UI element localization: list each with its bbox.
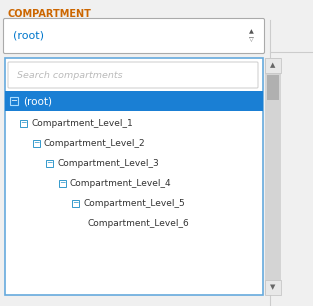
Bar bbox=[59, 180, 66, 186]
Text: −: − bbox=[11, 96, 18, 106]
Text: ▲: ▲ bbox=[270, 62, 276, 69]
Text: (root): (root) bbox=[23, 96, 52, 106]
Text: −: − bbox=[33, 139, 40, 147]
Bar bbox=[46, 159, 53, 166]
FancyBboxPatch shape bbox=[8, 62, 258, 88]
Text: Compartment_Level_4: Compartment_Level_4 bbox=[70, 178, 172, 188]
FancyBboxPatch shape bbox=[3, 18, 264, 54]
Text: ▼: ▼ bbox=[270, 285, 276, 290]
Text: ▲: ▲ bbox=[249, 29, 254, 35]
Text: Compartment_Level_3: Compartment_Level_3 bbox=[57, 159, 159, 167]
Text: Compartment_Level_1: Compartment_Level_1 bbox=[31, 118, 133, 128]
Text: Search compartments: Search compartments bbox=[17, 70, 123, 80]
Bar bbox=[10, 97, 18, 105]
Bar bbox=[20, 120, 27, 126]
Bar bbox=[265, 58, 281, 73]
Text: Compartment_Level_6: Compartment_Level_6 bbox=[87, 218, 189, 227]
Text: Compartment_Level_2: Compartment_Level_2 bbox=[44, 139, 146, 147]
Text: −: − bbox=[72, 199, 79, 207]
Text: COMPARTMENT: COMPARTMENT bbox=[8, 9, 92, 19]
Text: −: − bbox=[46, 159, 53, 167]
Bar bbox=[265, 58, 281, 295]
Text: Compartment_Level_5: Compartment_Level_5 bbox=[83, 199, 185, 207]
Bar bbox=[5, 58, 263, 295]
Bar bbox=[72, 200, 79, 207]
Bar bbox=[33, 140, 40, 147]
Text: ▽: ▽ bbox=[249, 38, 254, 43]
Text: (root): (root) bbox=[13, 31, 44, 41]
Bar bbox=[5, 91, 263, 111]
Bar bbox=[267, 75, 279, 100]
Bar bbox=[265, 280, 281, 295]
Text: −: − bbox=[20, 118, 27, 128]
Text: −: − bbox=[59, 178, 66, 188]
